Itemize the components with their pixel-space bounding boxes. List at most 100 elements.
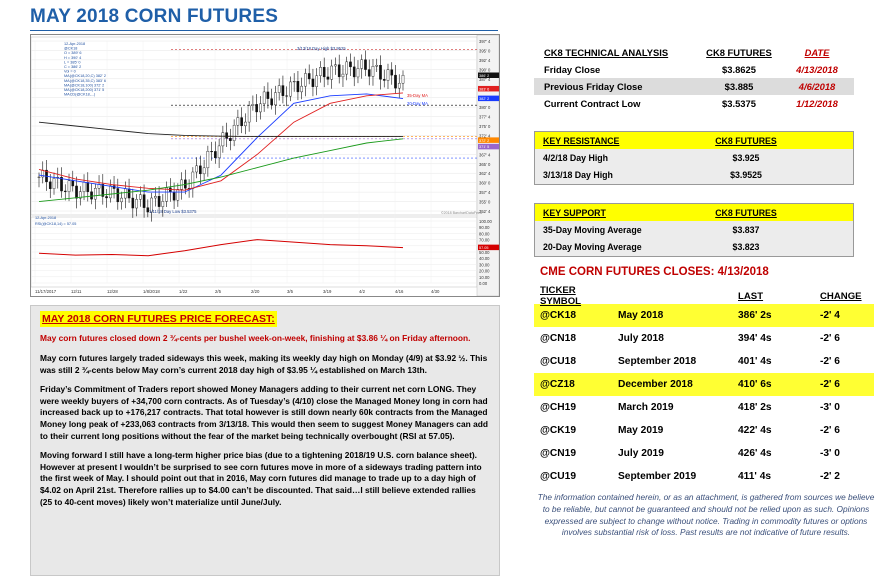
support-header-label: KEY SUPPORT [543,207,606,218]
candle-body [67,180,71,192]
resistance-label: 3/13/18 Day High [543,169,613,180]
candle-body [266,91,270,99]
price-tick-label: 365' 0 [479,162,491,167]
cme-month: December 2018 [618,379,693,390]
price-tick-label: 360' 0 [479,181,491,186]
chart-legend-line: MA(@CK18,200) 371' 5 [64,88,104,92]
price-tick-label: 380' 0 [479,105,491,110]
candle-body [319,67,322,76]
candle-body [63,190,67,192]
rsi-tick-label: 10.00 [479,275,490,280]
candle-body [90,191,93,200]
price-tick-label: 390' 0 [479,67,491,72]
chart-legend-line: 12-Apr-2018 [64,42,85,46]
date-tick-label: 11/17/2017 [35,289,57,294]
candle-body [382,79,386,81]
forecast-paragraph-2: May corn futures largely traded sideways… [40,353,488,375]
rsi-tick-label: 90.00 [479,225,490,230]
cme-row: @CK19 May 2019 422' 4s -2' 6 [534,419,874,442]
candle-body [379,65,382,80]
support-header-futures: CK8 FUTURES [715,207,777,218]
resistance-row: 4/2/18 Day High $3.925 [535,149,853,166]
candle-body [364,59,367,70]
rsi-axis-flag [478,244,499,251]
cme-change: -2' 2 [820,471,840,482]
cme-last: 410' 6s [738,379,772,390]
candle-body [244,121,247,127]
cme-header-last: LAST [738,290,764,302]
date-tick-label: 12/11 [71,289,82,294]
candle-body [154,196,157,199]
candle-body [296,81,300,93]
axis-price-flag-label: 383' 6 [479,87,489,91]
label-20-day-ma: 20-Day MA [407,101,428,106]
candle-body [172,192,176,201]
cme-month: May 2019 [618,425,664,436]
rsi-tick-label: 40.00 [479,256,490,261]
chart-legend-line: MACD(@CK18,...) [64,93,96,97]
cme-ticker: @CU19 [540,471,576,482]
rsi-tick-label: 100.00 [479,219,492,224]
cme-ticker: @CU18 [540,356,576,367]
technical-row: Previous Friday Close $3.885 4/6/2018 [534,78,854,95]
rsi-tick-label: 30.00 [479,262,490,267]
candle-body [157,196,161,207]
moving-average-line [38,93,404,193]
candle-body [311,78,315,87]
cme-closes-title: CME CORN FUTURES CLOSES: 4/13/2018 [540,266,769,278]
cme-last: 426' 4s [738,448,772,459]
annotation-day-high: 3/13/18 Day High $3.9525 [297,46,346,51]
axis-price-flag [478,137,499,143]
technical-header-row: CK8 TECHNICAL ANALYSIS CK8 FUTURES DATE [534,44,854,61]
technical-date: 1/12/2018 [796,98,838,109]
candle-body [285,95,288,97]
candle-body [116,188,120,203]
candle-body [176,189,180,201]
candle-body [304,73,307,87]
candle-body [202,167,206,175]
candle-body [345,61,349,75]
chart-watermark: ©2018 BarchartDataFeed [441,211,482,215]
chart-legend-line: Vol = 0 [64,70,76,74]
cme-row: @CU19 September 2019 411' 4s -2' 2 [534,465,874,488]
resistance-value: $3.925 [732,152,760,163]
price-tick-label: 367' 4 [479,152,491,157]
chart-legend-line: L = 385' 0 [64,60,81,64]
technical-value: $3.5375 [722,98,756,109]
candle-body [206,151,210,169]
candle-body [229,138,232,141]
support-label: 35-Day Moving Average [543,224,642,235]
candle-body [131,197,135,209]
date-tick-label: 4/30 [431,289,440,294]
moving-average-line [38,121,404,138]
price-tick-label: 377' 4 [479,115,491,120]
cme-change: -2' 6 [820,425,840,436]
cme-month: September 2019 [618,471,697,482]
cme-header-change: CHANGE [820,290,862,302]
candle-body [120,197,123,203]
candle-body [349,61,352,68]
moving-average-line [38,138,404,203]
candle-body [127,188,131,199]
chart-legend-line: @CK18 [64,47,77,51]
candle-body [86,182,90,192]
price-tick-label: 372' 4 [479,133,491,138]
page-title: MAY 2018 CORN FUTURES [30,6,279,27]
price-tick-label: 387' 4 [479,77,491,82]
candle-body [161,201,165,207]
candle-body [247,105,251,123]
technical-date: 4/6/2018 [798,81,836,92]
support-value: $3.837 [732,224,760,235]
price-tick-label: 362' 4 [479,171,491,176]
candle-body [330,65,334,80]
chart-legend-line: MA(@CK18,20,C) 382' 2 [64,74,106,78]
candle-body [262,91,266,105]
axis-price-flag-label: 372' 2 [479,139,489,143]
rsi-axis-flag-label: 57.05 [479,246,489,250]
cme-month: July 2018 [618,333,664,344]
candle-body [300,85,303,93]
candle-body [195,165,198,173]
cme-header-ticker: TICKER SYMBOL [540,285,582,307]
